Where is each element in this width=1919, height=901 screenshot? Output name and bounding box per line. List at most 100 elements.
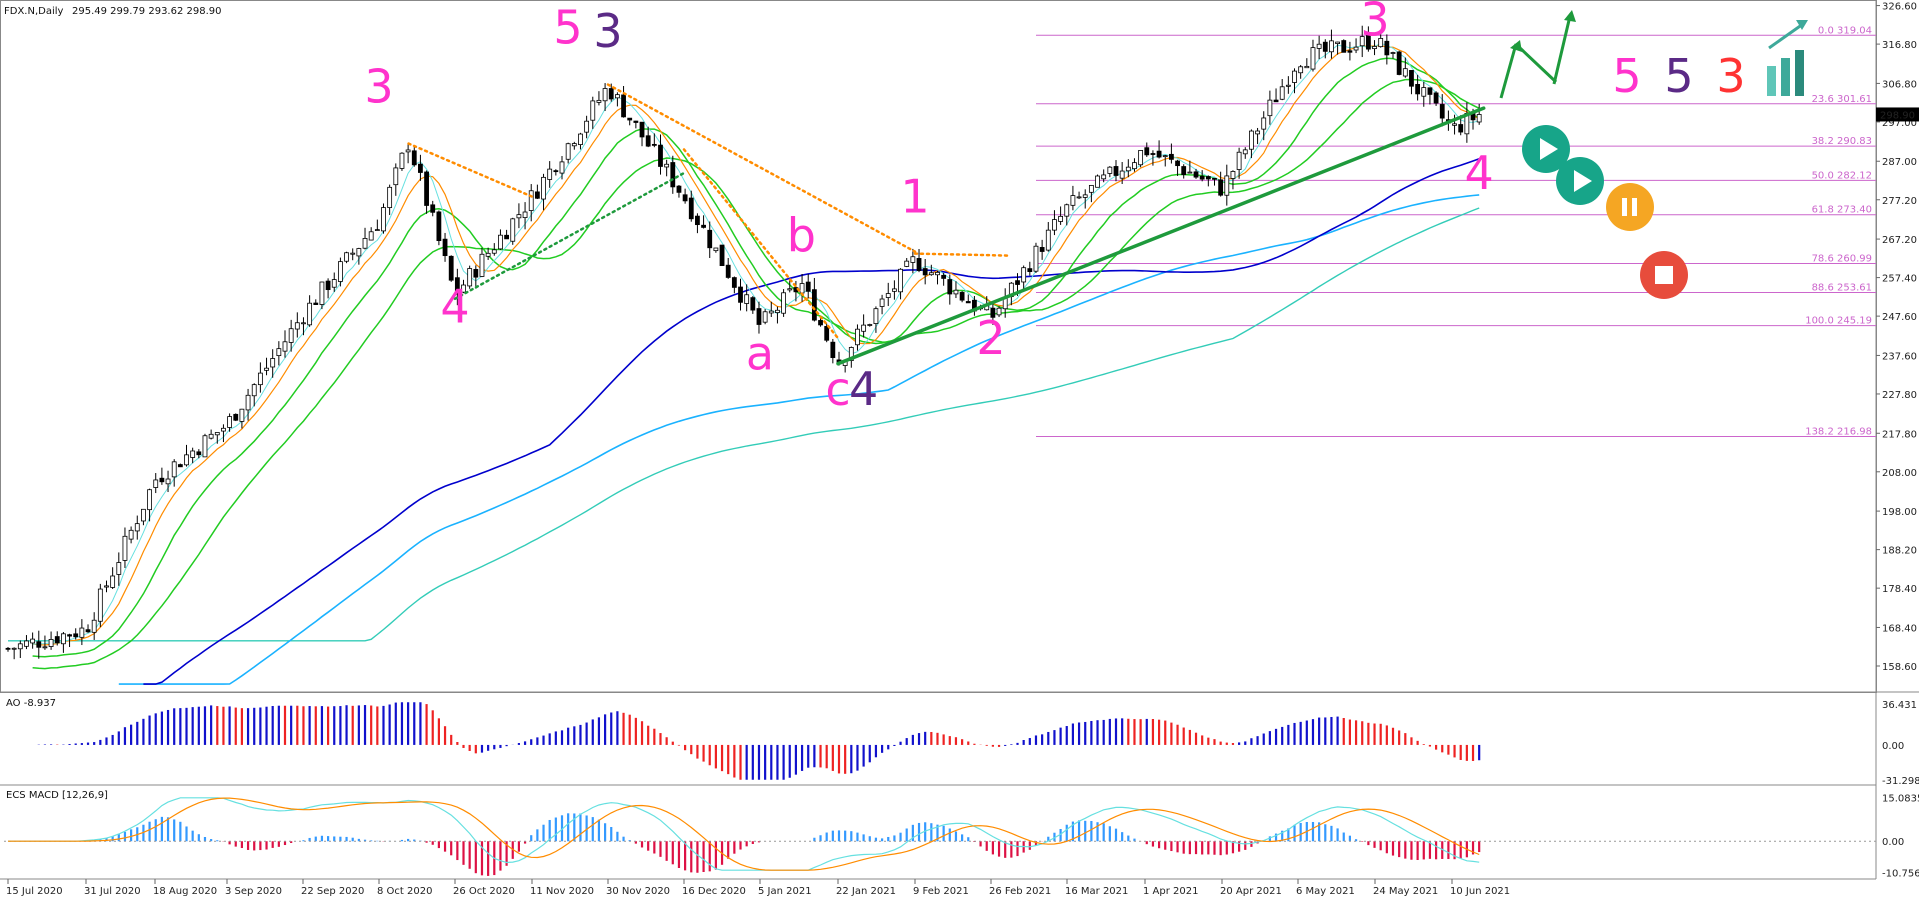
date-tick-label-5: 8 Oct 2020: [377, 886, 432, 897]
candle-body: [177, 464, 183, 468]
candle-body: [1021, 267, 1027, 283]
candle: [781, 289, 786, 317]
candle: [141, 508, 146, 526]
candle-body: [424, 171, 429, 206]
candle: [467, 265, 473, 289]
candle-body: [1095, 175, 1100, 188]
candle: [1402, 57, 1408, 78]
candle-body: [861, 324, 867, 332]
wave-label-0: 3: [364, 59, 393, 113]
candle-body: [356, 248, 362, 257]
candle-body: [473, 269, 479, 278]
candle: [473, 265, 479, 289]
candle: [147, 488, 152, 522]
candle-body: [202, 435, 208, 458]
date-tick-label-16: 20 Apr 2021: [1220, 886, 1282, 897]
candle: [768, 301, 774, 317]
candle: [1156, 140, 1162, 159]
candle: [855, 324, 860, 351]
candle: [824, 323, 830, 343]
play-icon-glyph: [1574, 170, 1592, 192]
candle-body: [227, 416, 232, 428]
candle-body: [1267, 99, 1273, 117]
candle: [1329, 29, 1334, 59]
candle-body: [479, 253, 485, 277]
date-tick-label-4: 22 Sep 2020: [301, 886, 364, 897]
candle: [153, 473, 159, 494]
candle-body: [633, 120, 639, 123]
chart-header-ohlc: 295.49 299.79 293.62 298.90: [72, 6, 222, 17]
candle-body: [867, 324, 873, 326]
date-tick-label-7: 11 Nov 2020: [530, 886, 594, 897]
candle-body: [885, 293, 891, 298]
candle-body: [282, 341, 288, 352]
candle: [1027, 261, 1033, 276]
date-tick-label-1: 31 Jul 2020: [84, 886, 141, 897]
candle-body: [208, 433, 214, 439]
candle-body: [1242, 149, 1248, 155]
candle-body: [959, 292, 965, 301]
candle: [190, 447, 196, 464]
candle: [750, 296, 756, 314]
macd-tick-label-2: -10.7567: [1882, 868, 1919, 879]
candle: [559, 156, 565, 180]
candle: [959, 291, 965, 303]
candle: [393, 163, 399, 196]
candle-body: [91, 619, 97, 633]
ao-indicator: 36.431 0.00 -31.298: [37, 700, 1919, 787]
candle-body: [214, 432, 220, 436]
fib-label-3: 50.0 282.12: [1812, 170, 1872, 181]
candle: [639, 121, 645, 147]
candle: [738, 278, 743, 311]
candle-body: [744, 294, 750, 304]
candle: [381, 203, 386, 234]
candle: [313, 299, 319, 305]
candle-body: [1427, 87, 1433, 95]
sma-blue-line: [143, 158, 1480, 685]
candle: [498, 229, 503, 250]
fib-label-4: 61.8 273.40: [1812, 205, 1872, 216]
candle: [1168, 143, 1174, 164]
candle-body: [245, 394, 251, 411]
legend-wave-1: 5: [1664, 49, 1693, 103]
candle-body: [1144, 147, 1150, 156]
candle: [1138, 150, 1144, 168]
candle-body: [1082, 194, 1088, 198]
chart-header-symbol: FDX.N,Daily: [4, 6, 64, 17]
candle: [177, 463, 183, 468]
candle-body: [104, 585, 109, 588]
candle-body: [467, 268, 473, 287]
candle-body: [1353, 46, 1359, 51]
play-icon-glyph: [1540, 138, 1558, 160]
candle-body: [848, 347, 854, 362]
candle: [1396, 50, 1402, 76]
candle-body: [879, 298, 885, 307]
candle-body: [128, 529, 134, 540]
candle-body: [935, 271, 940, 276]
date-tick-label-11: 22 Jan 2021: [836, 886, 896, 897]
candle-body: [1439, 104, 1445, 119]
ao-tick-label-0: 36.431: [1882, 700, 1917, 711]
candle: [171, 459, 177, 487]
ao-tick-label-2: -31.298: [1882, 776, 1919, 787]
candle-body: [344, 252, 349, 262]
candle-body: [916, 258, 922, 271]
candle-body: [1390, 52, 1396, 54]
candle-body: [830, 341, 836, 358]
macd-tick-label-0: 15.0835: [1882, 794, 1919, 805]
pause-icon-bar: [1622, 198, 1627, 216]
candle-body: [1421, 87, 1427, 97]
candle-body: [1298, 66, 1304, 74]
candle: [79, 619, 85, 646]
candle-body: [510, 218, 516, 242]
candle: [1150, 150, 1156, 166]
candle: [885, 282, 891, 307]
price-axis: 326.60 316.80 306.80 297.00 287.00 277.20 267.…: [1876, 2, 1919, 673]
candle-body: [141, 508, 146, 522]
date-tick-label-8: 30 Nov 2020: [606, 886, 670, 897]
candle: [42, 635, 48, 650]
arrow-head: [1510, 40, 1522, 52]
candle: [879, 294, 885, 315]
candle-body: [264, 367, 269, 371]
candle-body: [1125, 166, 1131, 172]
